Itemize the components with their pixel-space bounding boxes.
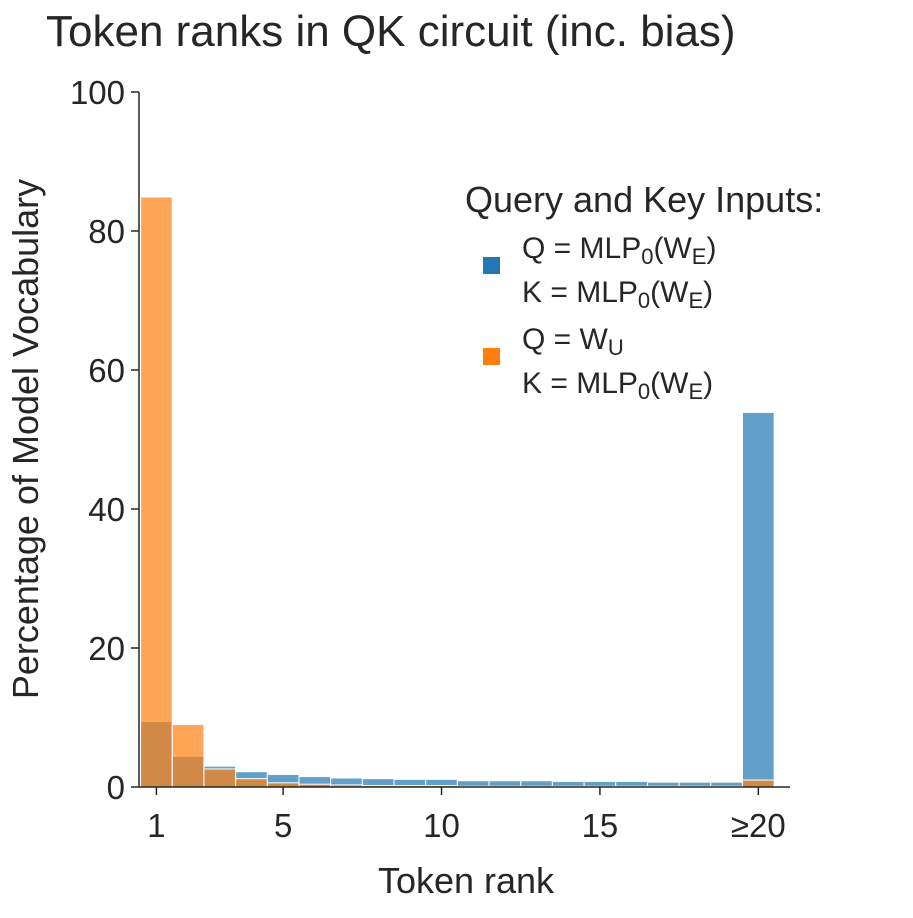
x-tick-label: 10: [423, 807, 460, 844]
y-tick-label: 0: [107, 769, 125, 806]
x-tick-label: 5: [274, 807, 292, 844]
x-tick-label: 15: [582, 807, 619, 844]
bar-series2-rank-20: [741, 779, 775, 788]
legend-marker-series1: [483, 257, 500, 274]
legend: Query and Key Inputs: Q = MLP0(WE) K = ML…: [465, 179, 823, 404]
y-tick-label: 100: [70, 74, 125, 111]
y-axis-label: Percentage of Model Vocabulary: [5, 179, 46, 699]
bar-series2-rank-2: [171, 723, 205, 788]
y-tick-label: 20: [88, 630, 125, 667]
legend-title: Query and Key Inputs:: [465, 179, 823, 220]
chart-title: Token ranks in QK circuit (inc. bias): [46, 7, 736, 56]
y-tick-label: 40: [88, 491, 125, 528]
y-tick-label: 60: [88, 352, 125, 389]
legend-label-series2-line2: K = MLP0(WE): [522, 367, 713, 404]
x-axis-label: Token rank: [378, 860, 555, 901]
legend-label-series2-line1: Q = WU: [522, 323, 624, 360]
bar-series2-rank-3: [203, 768, 237, 788]
legend-label-series1-line1: Q = MLP0(WE): [522, 232, 716, 269]
y-tick-label: 80: [88, 213, 125, 250]
legend-marker-series2: [483, 348, 500, 365]
x-tick-label: 1: [147, 807, 165, 844]
bar-series1-rank-20: [741, 411, 775, 788]
legend-label-series1-line2: K = MLP0(WE): [522, 276, 713, 313]
x-tick-label: ≥20: [731, 807, 786, 844]
bars-layer: [140, 196, 775, 788]
bar-series2-rank-1: [140, 196, 173, 788]
bar-series2-rank-4: [235, 778, 268, 788]
